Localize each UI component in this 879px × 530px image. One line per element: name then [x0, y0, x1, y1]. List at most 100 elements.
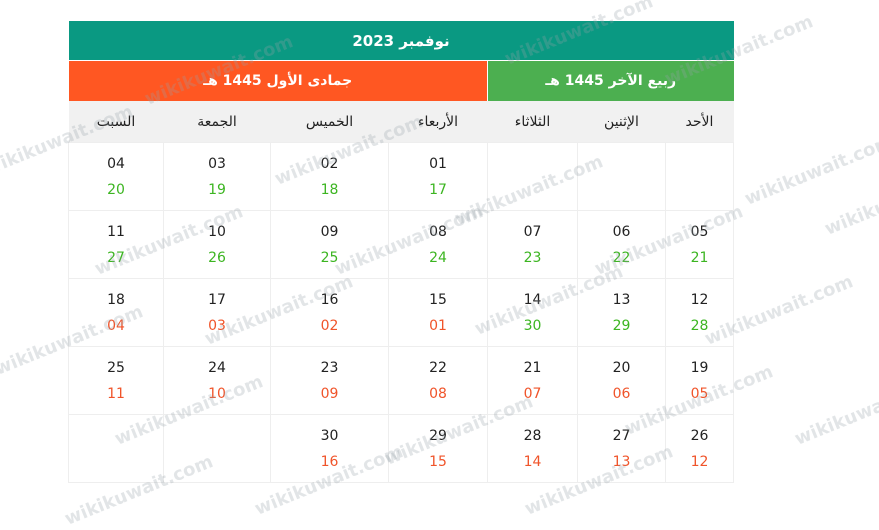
hijri-month-second: جمادى الأول 1445 هـ	[68, 60, 488, 101]
hijri-date: 10	[208, 385, 226, 402]
hijri-date: 02	[320, 317, 339, 334]
gregorian-date: 20	[612, 359, 631, 376]
hijri-date: 28	[690, 317, 709, 334]
gregorian-date: 14	[523, 291, 542, 308]
gregorian-date: 09	[320, 223, 339, 240]
hijri-date: 15	[429, 453, 447, 470]
day-cell: 08 24	[388, 210, 488, 279]
gregorian-date: 30	[320, 427, 339, 444]
gregorian-date: 06	[612, 223, 631, 240]
day-cell: 18 04	[68, 278, 164, 347]
gregorian-date: 02	[320, 155, 339, 172]
hijri-date: 20	[107, 181, 125, 198]
day-cell: 04 20	[68, 142, 164, 211]
watermark: wikikuwait.com	[791, 371, 879, 450]
day-cell: 21 07	[487, 346, 578, 415]
gregorian-date: 17	[208, 291, 226, 308]
day-cell: 07 23	[487, 210, 578, 279]
day-cell: 24 10	[163, 346, 271, 415]
empty-cell	[577, 142, 666, 211]
hijri-date: 27	[107, 249, 125, 266]
hijri-date: 03	[208, 317, 226, 334]
hijri-date: 08	[429, 385, 447, 402]
day-cell: 26 12	[665, 414, 734, 483]
gregorian-date: 07	[523, 223, 542, 240]
gregorian-date: 03	[208, 155, 226, 172]
hijri-date: 07	[523, 385, 542, 402]
gregorian-date: 27	[612, 427, 631, 444]
day-cell: 19 05	[665, 346, 734, 415]
watermark: wikikuwait.com	[741, 131, 879, 210]
day-cell: 06 22	[577, 210, 666, 279]
day-cell: 09 25	[270, 210, 389, 279]
gregorian-date: 19	[690, 359, 709, 376]
gregorian-date: 26	[690, 427, 709, 444]
hijri-date: 29	[612, 317, 631, 334]
hijri-date: 05	[690, 385, 709, 402]
empty-cell	[68, 414, 164, 483]
week-row: 26 12 27 13 28 14 29 15 30 16	[68, 414, 734, 483]
hijri-date: 06	[612, 385, 631, 402]
gregorian-date: 12	[690, 291, 709, 308]
day-cell: 13 29	[577, 278, 666, 347]
gregorian-date: 04	[107, 155, 125, 172]
weekday-header: الأربعاء	[388, 101, 488, 143]
gregorian-date: 10	[208, 223, 226, 240]
gregorian-date: 16	[320, 291, 339, 308]
gregorian-date: 24	[208, 359, 226, 376]
empty-cell	[487, 142, 578, 211]
day-cell: 22 08	[388, 346, 488, 415]
hijri-date: 23	[523, 249, 542, 266]
day-cell: 03 19	[163, 142, 271, 211]
day-cell: 11 27	[68, 210, 164, 279]
weekday-header: الخميس	[270, 101, 389, 143]
gregorian-date: 23	[320, 359, 339, 376]
gregorian-date: 21	[523, 359, 542, 376]
gregorian-month-title: نوفمبر 2023	[68, 21, 734, 61]
gregorian-date: 01	[429, 155, 447, 172]
day-cell: 17 03	[163, 278, 271, 347]
hijri-date: 11	[107, 385, 125, 402]
weekday-header: الثلاثاء	[487, 101, 578, 143]
day-cell: 12 28	[665, 278, 734, 347]
hijri-date: 19	[208, 181, 226, 198]
hijri-date: 24	[429, 249, 447, 266]
week-row: 19 05 20 06 21 07 22 08 23 09 24 10 25 11	[68, 346, 734, 415]
hijri-date: 09	[320, 385, 339, 402]
hijri-date: 04	[107, 317, 125, 334]
gregorian-date: 08	[429, 223, 447, 240]
day-cell: 28 14	[487, 414, 578, 483]
gregorian-date: 25	[107, 359, 125, 376]
calendar-table: نوفمبر 2023 ربيع الآخر 1445 هـ جمادى الأ…	[68, 21, 734, 483]
week-row: 01 17 02 18 03 19 04 20	[68, 142, 734, 211]
empty-cell	[163, 414, 271, 483]
hijri-date: 18	[320, 181, 339, 198]
hijri-date: 12	[690, 453, 709, 470]
hijri-date: 22	[612, 249, 631, 266]
day-cell: 05 21	[665, 210, 734, 279]
hijri-date: 01	[429, 317, 447, 334]
gregorian-date: 28	[523, 427, 542, 444]
hijri-date: 17	[429, 181, 447, 198]
day-cell: 01 17	[388, 142, 488, 211]
gregorian-date: 11	[107, 223, 125, 240]
empty-cell	[665, 142, 734, 211]
week-row: 05 21 06 22 07 23 08 24 09 25 10 26 11 27	[68, 210, 734, 279]
hijri-date: 26	[208, 249, 226, 266]
day-cell: 16 02	[270, 278, 389, 347]
gregorian-date: 18	[107, 291, 125, 308]
hijri-date: 14	[523, 453, 542, 470]
day-cell: 20 06	[577, 346, 666, 415]
day-cell: 30 16	[270, 414, 389, 483]
day-cell: 25 11	[68, 346, 164, 415]
day-cell: 15 01	[388, 278, 488, 347]
day-cell: 10 26	[163, 210, 271, 279]
gregorian-date: 22	[429, 359, 447, 376]
week-row: 12 28 13 29 14 30 15 01 16 02 17 03 18 04	[68, 278, 734, 347]
hijri-date: 21	[690, 249, 709, 266]
hijri-date: 25	[320, 249, 339, 266]
hijri-date: 16	[320, 453, 339, 470]
day-cell: 29 15	[388, 414, 488, 483]
gregorian-date: 05	[690, 223, 709, 240]
weekday-header: الإثنين	[577, 101, 666, 143]
